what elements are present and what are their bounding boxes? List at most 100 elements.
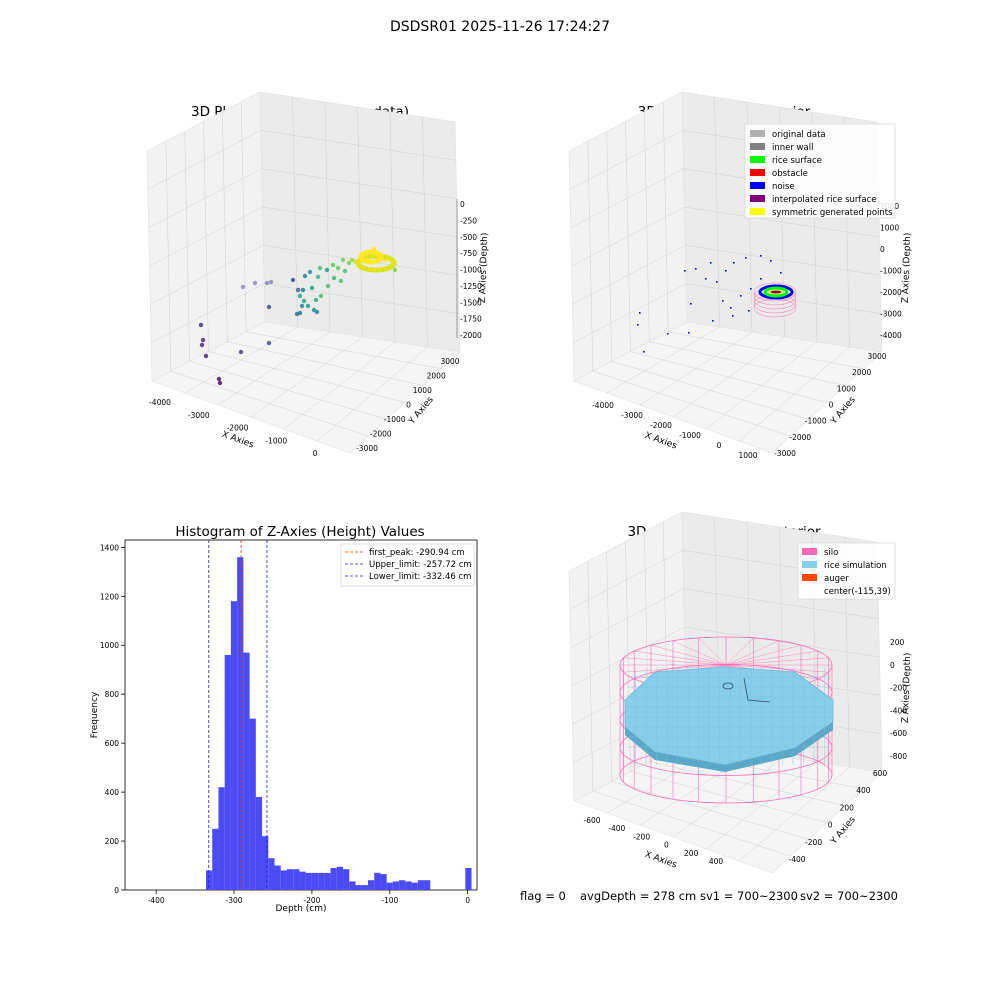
histogram-bar (293, 869, 300, 890)
wall-grid-line (240, 101, 247, 332)
z-tick-label: -2000 (460, 331, 482, 340)
z-tick-label: -1500 (460, 298, 482, 307)
histogram-bar (230, 601, 238, 890)
x-tick-label: 1000 (738, 451, 757, 460)
floor-grid-line (738, 346, 850, 442)
x-tick-label: -4000 (149, 398, 171, 407)
raw-point (301, 298, 307, 304)
silo-top-spoke (698, 637, 727, 666)
z-tick-label: 0 (880, 245, 885, 254)
histogram-bar (336, 866, 344, 890)
raw-point (330, 262, 336, 268)
legend-swatch (802, 561, 817, 568)
raw-point (290, 277, 296, 283)
y-tick-label: -3000 (774, 449, 796, 458)
legend-label: original data (772, 130, 826, 140)
noise-point (710, 262, 712, 264)
histogram-bar (255, 796, 263, 890)
legend-frame (744, 123, 896, 219)
panel4-xlabel: X Axies (643, 850, 678, 871)
z-tick-label: 0 (890, 661, 895, 670)
x-tick-label: -600 (583, 816, 600, 825)
center-marker (743, 677, 771, 703)
y-tick-label: -400 (788, 855, 805, 864)
y-tick-label: 200 (840, 803, 855, 812)
x-tick-label: -400 (148, 896, 165, 905)
raw-point (346, 260, 352, 266)
y-tick-label: 0 (828, 821, 833, 830)
y-tick-label: 0 (829, 401, 834, 410)
panel-classify-3d: 3D classify of Silo Interior -4000-3000-… (568, 91, 913, 460)
y-tick-label: 200 (105, 837, 120, 846)
histogram-bar (386, 882, 393, 890)
silo-top-spoke (725, 657, 829, 666)
raw-point (198, 322, 204, 328)
raw-point (307, 269, 313, 275)
histogram-bar (355, 885, 362, 890)
y-tick-label: 400 (105, 788, 120, 797)
histogram-bar (268, 858, 275, 890)
legend-swatch (802, 574, 817, 581)
panel-raw-3d: 3D Plot of Silo Interior(row data) -4000… (146, 91, 490, 458)
panel-simulation-3d: 3D simulation of Silo Interior -600-400-… (568, 511, 913, 874)
x-tick-label: 0 (313, 449, 318, 458)
histogram-bar (224, 655, 231, 890)
noise-point (725, 270, 727, 272)
silo-top-spoke (725, 664, 829, 673)
z-tick-label: -2000 (880, 288, 902, 297)
z-tick-label: -1000 (460, 266, 482, 275)
panel1-3d-box (146, 91, 461, 454)
x-tick-label: -400 (608, 824, 625, 833)
x-tick-label: -2000 (227, 424, 249, 433)
panel4-zticks: 200 0 -200 -400 -600 -800 (890, 638, 907, 761)
legend-label: first_peak: -290.94 cm (369, 548, 465, 558)
noise-ring (758, 284, 794, 300)
legend-label: Upper_limit: -257.72 cm (369, 560, 472, 570)
panel2-zlabel: Z Axies (Depth) (901, 233, 913, 304)
y-tick-label: -3000 (356, 444, 378, 453)
auger-marker (722, 682, 734, 690)
x-tick-label: 0 (717, 441, 722, 450)
footer-sv2: sv2 = 700~2300 (800, 889, 898, 903)
raw-point (302, 273, 308, 279)
panel4-rice-surface (624, 666, 834, 772)
legend-label: rice simulation (824, 561, 887, 571)
histogram-bar (305, 872, 312, 890)
y-tick-label: -2000 (789, 433, 811, 442)
footer-sv1: sv1 = 700~2300 (700, 889, 798, 903)
noise-point (690, 303, 692, 305)
legend-label: rice surface (772, 156, 822, 166)
histogram-bar (311, 872, 319, 890)
histogram-bar (392, 881, 400, 890)
panel2-zticks: 200010000-1000-2000-3000-4000 (880, 202, 902, 340)
wall-grid-line (662, 101, 669, 332)
silo-top-spoke (725, 640, 780, 666)
x-tick-label: -4000 (592, 401, 614, 410)
z-tick-label: -250 (460, 216, 477, 225)
legend-frame (340, 543, 475, 587)
z-tick-label: -400 (890, 706, 907, 715)
z-tick-label: -1000 (880, 267, 902, 276)
panel3-yticks: 0 200 400 600 800 1000 1200 1400 (100, 543, 125, 895)
raw-point (325, 283, 331, 289)
histogram-bar (330, 867, 337, 890)
z-tick-label: -1750 (460, 315, 482, 324)
histogram-bar (374, 872, 381, 890)
histogram-bar (399, 880, 406, 890)
raw-point (266, 340, 272, 346)
x-tick-label: 200 (684, 849, 699, 858)
z-tick-label: -200 (890, 684, 907, 693)
rice-surface-edge (625, 722, 833, 772)
legend-label: Lower_limit: -332.46 cm (369, 572, 471, 582)
noise-point (748, 310, 750, 312)
raw-point (294, 311, 300, 317)
panel3-ylabel: Frequency (90, 691, 100, 738)
floor-grid-line (738, 766, 850, 862)
y-tick-label: 0 (406, 401, 411, 410)
y-tick-label: -2000 (370, 430, 392, 439)
noise-point (712, 320, 714, 322)
panel2-xticks: -4000 -3000 -2000 -1000 0 1000 (592, 401, 758, 460)
footer-avg-depth: avgDepth = 278 cm (580, 889, 696, 903)
